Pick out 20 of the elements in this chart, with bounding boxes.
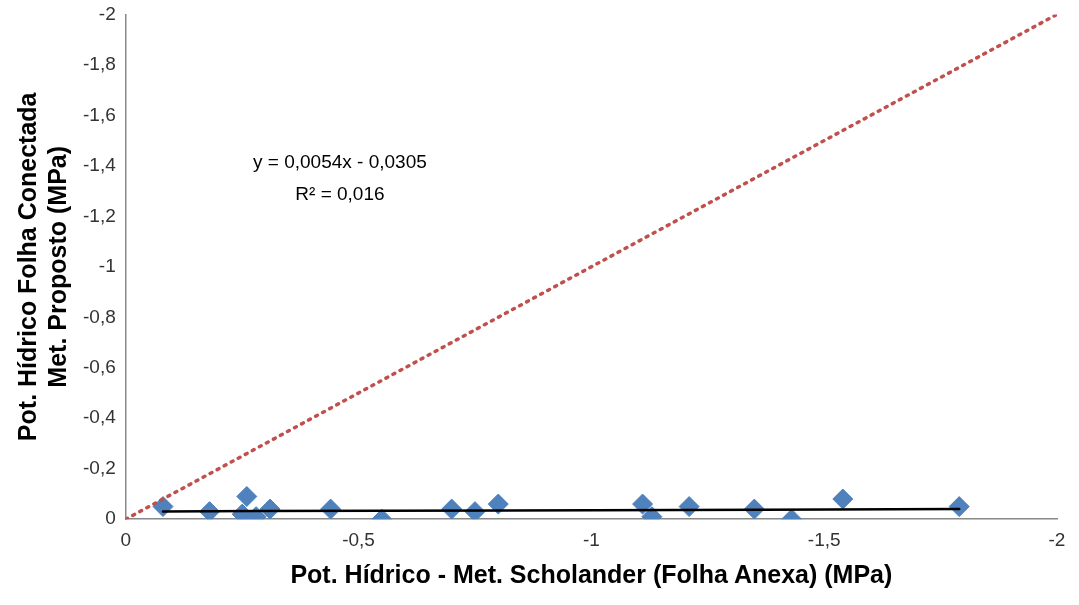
y-tick-label: -0,4 (82, 406, 117, 428)
y-tick-label: -0,8 (82, 305, 116, 327)
y-tick-label: -0,2 (82, 456, 116, 478)
y-axis-title: Pot. Hídrico Folha Conectada Met. Proposto (MPa) (12, 91, 71, 442)
x-axis-title: Pot. Hídrico - Met. Scholander (Folha Anexa) (MPa) (290, 559, 893, 588)
x-tick-label: -0,5 (342, 528, 375, 550)
annotation: y = 0,0054x - 0,0305 (253, 150, 427, 172)
y-tick-label: -2 (98, 2, 116, 24)
x-tick-label: -1,5 (807, 528, 841, 550)
x-tick-label: 0 (120, 528, 132, 550)
y-tick-label: -1,2 (82, 204, 116, 226)
y-tick-label: -1,4 (82, 154, 117, 176)
y-tick-label: -0,6 (82, 355, 116, 377)
y-tick-label: 0 (105, 507, 116, 529)
y-tick-label: -1,6 (82, 103, 116, 125)
x-tick-label: -1 (582, 528, 600, 550)
x-tick-label: -2 (1048, 528, 1066, 550)
y-tick-label: -1,8 (82, 53, 116, 75)
y-tick-label: -1 (98, 255, 116, 277)
annotation: R² = 0,016 (295, 182, 385, 204)
